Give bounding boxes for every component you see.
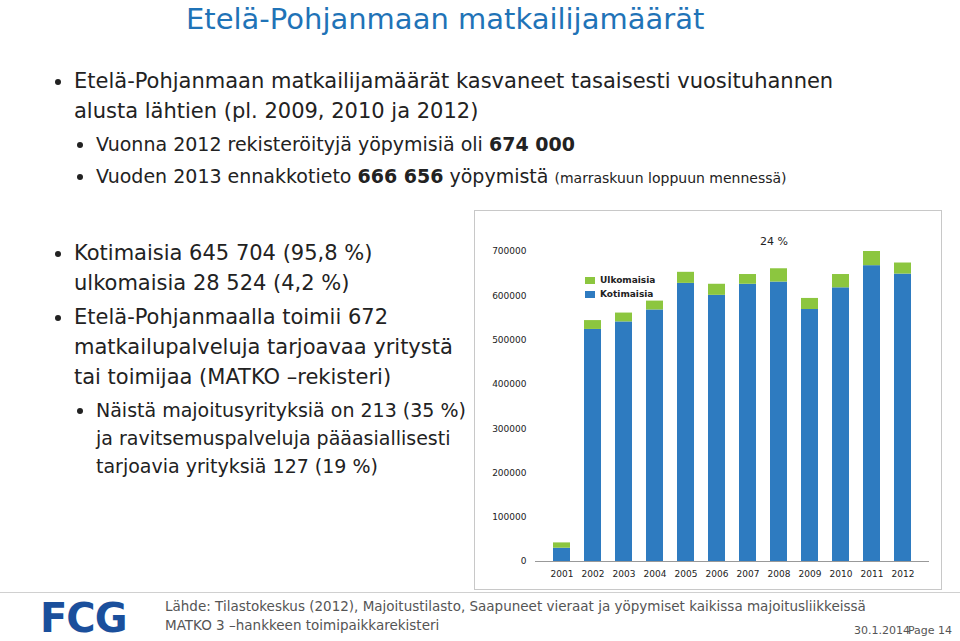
svg-text:100000: 100000 — [492, 512, 527, 522]
svg-text:2004: 2004 — [644, 569, 667, 579]
html-text:Kotimaisia 645 704 (95,8 %) ul: Kotimaisia 645 704 (95,8 %) ulkomaisia 2… — [74, 241, 373, 295]
svg-text:400000: 400000 — [492, 379, 527, 389]
html-text:Vuoden 2013 ennakkotieto 666 6: Vuoden 2013 ennakkotieto 666 656 yöpymis… — [96, 165, 787, 187]
html-text:Näistä majoitusyrityksiä on 21: Näistä majoitusyrityksiä on 213 (35 %) j… — [96, 399, 466, 477]
svg-text:2006: 2006 — [706, 569, 729, 579]
svg-text:600000: 600000 — [492, 291, 527, 301]
svg-text:2010: 2010 — [830, 569, 853, 579]
svg-text:2008: 2008 — [768, 569, 791, 579]
html-text:24 %: 24 % — [760, 235, 788, 248]
html-text:Etelä-Pohjanmaalla toimii 672: Etelä-Pohjanmaalla toimii 672 matkailupa… — [74, 305, 453, 389]
html-text:Etelä-Pohjanmaan matkailijamää: Etelä-Pohjanmaan matkailijamäärät — [186, 2, 705, 36]
html-text:Lähde: Tilastokeskus (2012), M: Lähde: Tilastokeskus (2012), Majoitustil… — [165, 598, 866, 614]
svg-text:200000: 200000 — [492, 468, 527, 478]
svg-text:700000: 700000 — [492, 246, 527, 256]
html-text:30.1.2014: 30.1.2014 — [854, 624, 910, 637]
html-text:Kotimaisia: Kotimaisia — [600, 289, 654, 299]
html-text:MATKO 3 –hankkeen toimipaikkar: MATKO 3 –hankkeen toimipaikkarekisteri — [165, 617, 440, 633]
svg-text:2001: 2001 — [551, 569, 574, 579]
svg-text:2007: 2007 — [737, 569, 760, 579]
html-text:Etelä-Pohjanmaan matkailijamää: Etelä-Pohjanmaan matkailijamäärät kasvan… — [74, 69, 834, 123]
svg-text:2003: 2003 — [613, 569, 636, 579]
html-text:FCG: FCG — [40, 595, 127, 641]
svg-text:2002: 2002 — [582, 569, 605, 579]
svg-text:2005: 2005 — [675, 569, 698, 579]
html-text:Ulkomaisia: Ulkomaisia — [600, 275, 656, 285]
html-text:Vuonna 2012 rekisteröityjä yöp: Vuonna 2012 rekisteröityjä yöpymisiä oli… — [96, 133, 575, 155]
svg-text:2009: 2009 — [799, 569, 822, 579]
svg-text:300000: 300000 — [492, 424, 527, 434]
svg-text:500000: 500000 — [492, 335, 527, 345]
svg-text:2011: 2011 — [861, 569, 884, 579]
html-text:Page 14: Page 14 — [907, 624, 952, 637]
svg-text:0: 0 — [521, 556, 527, 566]
svg-text:2012: 2012 — [892, 569, 915, 579]
